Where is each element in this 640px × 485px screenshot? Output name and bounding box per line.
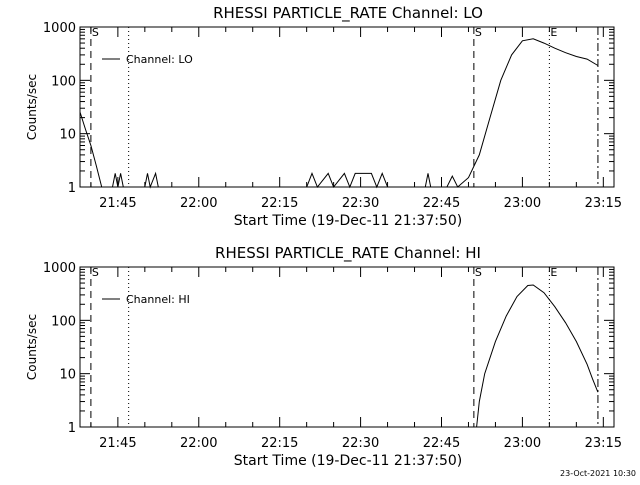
hi-legend-label: Channel: HI xyxy=(126,293,190,306)
lo-xtick-label: 23:15 xyxy=(585,196,622,211)
hi-plot-frame xyxy=(79,266,615,428)
lo-y-axis-label: Counts/sec xyxy=(25,74,39,140)
lo-xtick-label: 22:30 xyxy=(342,196,379,211)
hi-xtick-label: 23:00 xyxy=(504,436,541,451)
lo-xtick-label: 22:00 xyxy=(180,196,217,211)
hi-xtick-label: 22:45 xyxy=(423,436,460,451)
hi-marker-label: S xyxy=(475,266,482,279)
hi-xtick-label: 22:30 xyxy=(342,436,379,451)
hi-chart-title: RHESSI PARTICLE_RATE Channel: HI xyxy=(215,244,481,263)
lo-series-line xyxy=(79,38,599,189)
lo-marker-label: E xyxy=(550,26,557,39)
lo-xtick-label: 22:45 xyxy=(423,196,460,211)
hi-xtick-label: 22:15 xyxy=(261,436,298,451)
hi-ytick-label: 100 xyxy=(51,314,76,329)
hi-xtick-label: 22:00 xyxy=(180,436,217,451)
hi-ytick-label: 1000 xyxy=(43,261,76,276)
hi-marker-label: E xyxy=(550,266,557,279)
hi-xtick-label: 23:15 xyxy=(585,436,622,451)
lo-xtick-label: 21:45 xyxy=(99,196,136,211)
lo-legend: Channel: LO xyxy=(102,53,193,66)
lo-legend-label: Channel: LO xyxy=(126,53,193,66)
footer-timestamp: 23-Oct-2021 10:30 xyxy=(560,469,636,478)
lo-chart-title: RHESSI PARTICLE_RATE Channel: LO xyxy=(213,4,483,23)
hi-xtick-label: 21:45 xyxy=(99,436,136,451)
lo-xtick-label: 23:00 xyxy=(504,196,541,211)
hi-ytick-label: 10 xyxy=(59,368,76,383)
hi-channel-panel: RHESSI PARTICLE_RATE Channel: HI 1101001… xyxy=(25,244,622,469)
lo-x-axis: 21:45 22:00 22:15 22:30 22:45 23:00 23:15 xyxy=(90,27,622,211)
hi-x-axis-label: Start Time (19-Dec-11 21:37:50) xyxy=(234,453,462,469)
lo-xtick-label: 22:15 xyxy=(261,196,298,211)
lo-ytick-label: 1 xyxy=(68,181,76,196)
hi-ytick-label: 1 xyxy=(68,421,76,436)
lo-ytick-label: 100 xyxy=(51,74,76,89)
hi-series-line xyxy=(476,284,599,428)
lo-channel-panel: RHESSI PARTICLE_RATE Channel: LO 1101001… xyxy=(25,4,622,229)
hi-y-axis: 1 10 100 1000 xyxy=(43,261,614,436)
hi-legend: Channel: HI xyxy=(102,293,190,306)
lo-plot-frame xyxy=(79,26,615,188)
lo-ytick-label: 1000 xyxy=(43,21,76,36)
hi-series-group xyxy=(476,284,599,428)
hi-y-axis-label: Counts/sec xyxy=(25,314,39,380)
hi-x-axis: 21:45 22:00 22:15 22:30 22:45 23:00 23:15 xyxy=(90,267,622,451)
lo-marker-label: S xyxy=(475,26,482,39)
lo-series-group xyxy=(79,38,599,189)
lo-x-axis-label: Start Time (19-Dec-11 21:37:50) xyxy=(234,213,462,229)
hi-marker-label: S xyxy=(92,266,99,279)
lo-y-axis: 1 10 100 1000 xyxy=(43,21,614,196)
lo-marker-label: S xyxy=(92,26,99,39)
lo-ytick-label: 10 xyxy=(59,128,76,143)
